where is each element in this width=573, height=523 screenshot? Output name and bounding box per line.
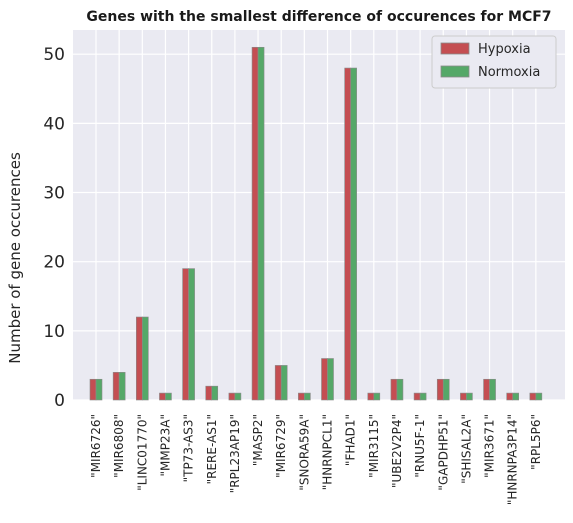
bar-normoxia [489,378,496,401]
bar-hypoxia [413,392,421,401]
x-tick-label: "SNORA59A" [297,414,311,491]
x-tick-label: "SHISAL2A" [459,414,473,484]
bar-hypoxia [321,358,328,401]
bar-hypoxia [112,372,120,401]
bar-normoxia [373,392,381,401]
bar-normoxia [165,392,172,401]
x-tick-label: "MIR3115" [367,414,381,478]
bar-hypoxia [89,378,97,401]
bar-hypoxia [460,392,467,401]
bar-normoxia [350,67,357,401]
y-ticks: 0 10 20 30 40 50 [43,45,65,411]
bar-normoxia [211,385,219,401]
y-tick-label: 10 [43,322,65,342]
x-tick-label: "UBE2V2P4" [390,414,404,488]
legend: Hypoxia Normoxia [431,35,557,89]
bar-normoxia [466,392,473,401]
x-tick-label: "FHAD1" [344,414,358,466]
bar-normoxia [188,268,195,401]
legend-swatch-hypoxia [440,42,470,55]
bar-hypoxia [436,378,444,401]
x-tick-label: "HNRNPA3P14" [506,414,520,505]
x-tick-label: "RPL23AP19" [228,414,242,493]
bar-normoxia [419,392,427,401]
bar-hypoxia [159,392,166,401]
bar-hypoxia [251,46,259,401]
bar-hypoxia [390,378,398,401]
bar-hypoxia [298,392,305,401]
y-tick-label: 0 [54,391,65,411]
y-tick-label: 40 [43,114,65,134]
bar-normoxia [512,392,520,401]
y-tick-label: 20 [43,253,65,273]
y-tick-label: 30 [43,184,65,204]
bar-normoxia [304,392,311,401]
x-tick-label: "MIR6808" [112,414,126,478]
bar-hypoxia [205,385,213,401]
x-tick-label: "MIR6726" [89,414,103,478]
x-tick-label: "HNRNPCL1" [321,414,335,490]
bars [89,46,543,401]
bar-normoxia [327,358,334,401]
legend-swatch-normoxia [440,65,470,78]
bar-hypoxia [344,67,351,401]
bar-normoxia [234,392,242,401]
legend-label-hypoxia: Hypoxia [478,42,531,57]
bar-normoxia [95,378,103,401]
bar-hypoxia [506,392,514,401]
y-tick-label: 50 [43,45,65,65]
x-tick-label: "RERE-AS1" [205,414,219,484]
bar-hypoxia [529,392,537,401]
bar-normoxia [118,372,126,401]
bar-hypoxia [274,365,282,401]
legend-label-normoxia: Normoxia [478,65,540,80]
plot-background [73,30,565,400]
x-tick-label: "MMP23A" [158,414,172,476]
bar-hypoxia [367,392,375,401]
bar-hypoxia [228,392,236,401]
x-tick-label: "RPL5P6" [529,414,543,470]
chart-title: Genes with the smallest difference of oc… [86,9,551,25]
bar-normoxia [396,378,404,401]
x-tick-label: "TP73-AS3" [182,414,196,482]
x-ticks: "MIR6726" "MIR6808" "LINC01770" "MMP23A" "TP… [89,414,543,505]
bar-normoxia [257,46,265,401]
bar-hypoxia [182,268,189,401]
bar-hypoxia [483,378,490,401]
bar-normoxia [442,378,450,401]
bar-normoxia [535,392,543,401]
y-axis-label: Number of gene occurences [6,152,24,364]
bar-normoxia [280,365,288,401]
bar-normoxia [142,316,149,401]
x-tick-label: "GAPDHP51" [436,414,450,491]
x-tick-label: "MASP2" [251,414,265,466]
bar-hypoxia [136,316,143,401]
x-tick-label: "LINC01770" [135,414,149,491]
x-tick-label: "MIR6729" [274,414,288,478]
x-tick-label: "RNU5F-1" [413,414,427,478]
x-tick-label: "MIR3671" [483,414,497,478]
